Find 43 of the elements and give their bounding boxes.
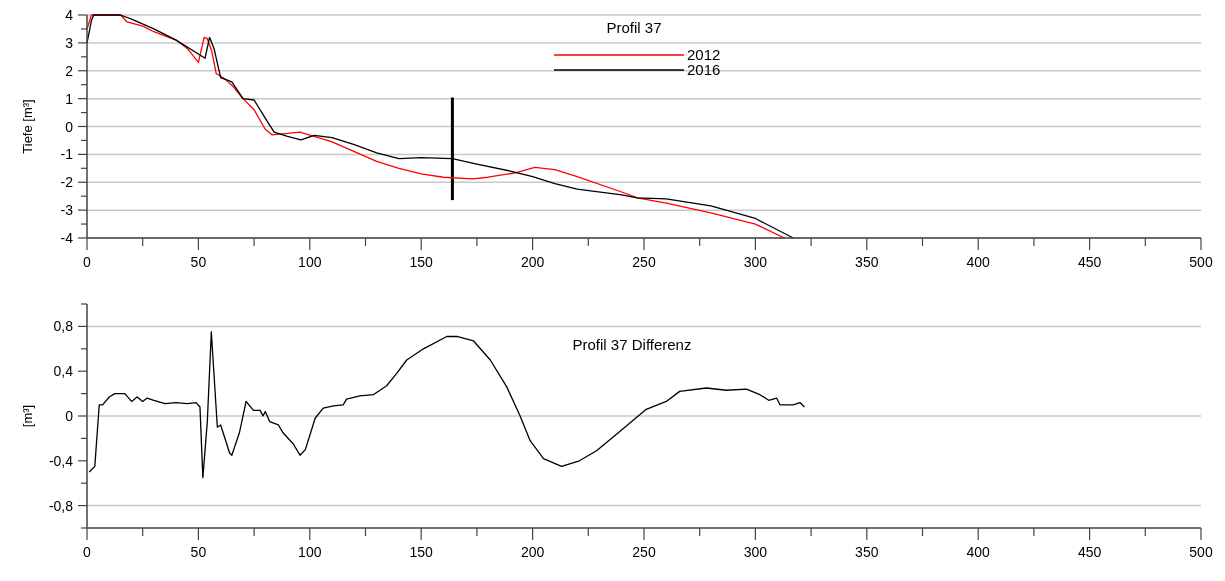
x-tick-label: 250 [632,544,656,560]
x-tick-label: 50 [190,254,207,270]
legend-label: 2016 [687,61,721,78]
legend-label: 2012 [687,46,721,63]
y-tick-label: 1 [65,90,74,107]
legend-title: Profil 37 [606,19,662,36]
y-tick-label: -4 [60,230,74,246]
x-tick-label: 500 [1189,544,1213,560]
y-tick-label: 2 [65,62,74,79]
y-tick-label: 0,8 [53,318,74,335]
x-tick-label: 50 [190,544,207,560]
y-tick-label: 0,4 [53,363,74,380]
x-tick-label: 200 [520,254,545,270]
y-tick-label: -3 [60,202,74,219]
y-tick-label: 3 [65,34,74,51]
y-axis-title: [m³] [20,404,35,428]
x-tick-label: 300 [743,254,768,270]
x-tick-label: 100 [298,254,322,270]
y-tick-label: -2 [60,174,74,191]
x-tick-label: 400 [966,254,991,270]
y-tick-label: 0 [65,408,74,424]
text: Profil 37 Differenz [572,336,692,353]
x-tick-label: 450 [1077,254,1102,270]
x-tick-label: 400 [966,544,991,560]
x-tick-label: 150 [409,544,434,560]
x-tick-label: 100 [298,544,322,560]
y-tick-label: -0,4 [48,452,74,469]
y-axis-title: Tiefe [m³] [20,99,35,154]
y-tick-label: -1 [60,146,74,163]
x-tick-label: 300 [743,544,768,560]
y-tick-label: -0,8 [48,497,74,514]
x-tick-label: 450 [1077,544,1102,560]
x-tick-label: 350 [855,544,879,560]
x-tick-label: 350 [855,254,879,270]
x-tick-label: 0 [83,544,92,560]
y-tick-label: 4 [65,7,74,23]
x-tick-label: 200 [520,544,545,560]
line-series [88,331,806,479]
x-tick-label: 250 [632,254,656,270]
y-tick-label: 0 [65,118,74,135]
x-tick-label: 500 [1189,254,1213,270]
x-tick-label: 0 [83,254,92,270]
x-tick-label: 150 [409,254,434,270]
